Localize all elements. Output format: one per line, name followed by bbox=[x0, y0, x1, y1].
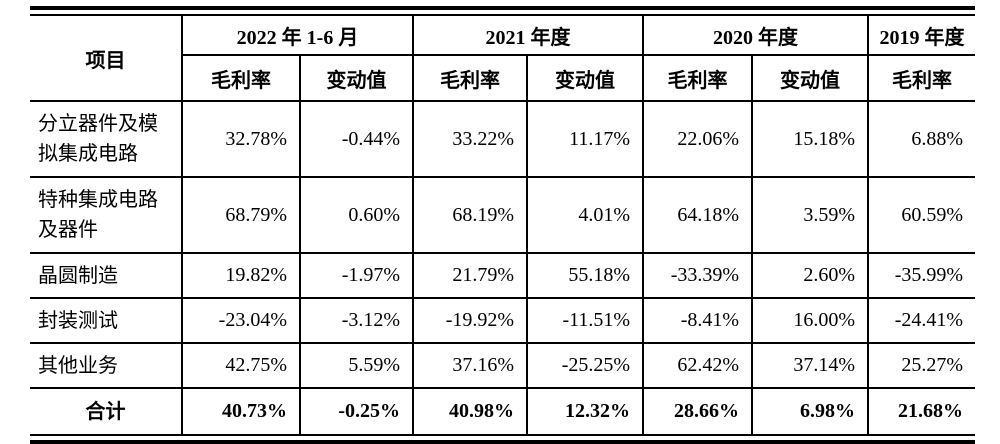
value-cell: -23.04% bbox=[181, 297, 301, 344]
col-header-2022-change: 变动值 bbox=[298, 54, 415, 102]
value-cell: -24.41% bbox=[867, 297, 976, 344]
col-group-2019: 2019 年度 bbox=[867, 16, 976, 56]
value-cell: 37.16% bbox=[412, 342, 529, 389]
value-cell: 19.82% bbox=[181, 252, 301, 299]
value-cell: 32.78% bbox=[181, 100, 301, 178]
row-label: 特种集成电路及器件 bbox=[30, 176, 183, 254]
col-header-2020-change: 变动值 bbox=[751, 54, 870, 102]
col-header-project: 项目 bbox=[30, 16, 183, 102]
table-row-discrete-devices: 分立器件及模拟集成电路 32.78% -0.44% 33.22% 11.17% … bbox=[30, 100, 976, 178]
value-cell: -0.25% bbox=[298, 387, 415, 434]
table-row-wafer-manufacturing: 晶圆制造 19.82% -1.97% 21.79% 55.18% -33.39%… bbox=[30, 252, 976, 299]
bottom-rule-thick-line bbox=[30, 440, 975, 444]
value-cell: -11.51% bbox=[526, 297, 645, 344]
value-cell: -1.97% bbox=[298, 252, 415, 299]
value-cell: 55.18% bbox=[526, 252, 645, 299]
value-cell: 33.22% bbox=[412, 100, 529, 178]
value-cell: 28.66% bbox=[642, 387, 754, 434]
value-cell: 22.06% bbox=[642, 100, 754, 178]
value-cell: 37.14% bbox=[751, 342, 870, 389]
value-cell: 12.32% bbox=[526, 387, 645, 434]
col-header-2020-margin: 毛利率 bbox=[642, 54, 754, 102]
value-cell: -3.12% bbox=[298, 297, 415, 344]
table-top-double-rule bbox=[30, 6, 975, 16]
col-header-2019-margin: 毛利率 bbox=[867, 54, 976, 102]
value-cell: 64.18% bbox=[642, 176, 754, 254]
row-label: 分立器件及模拟集成电路 bbox=[30, 100, 183, 178]
value-cell: -8.41% bbox=[642, 297, 754, 344]
gross-margin-table-container: 项目 2022 年 1-6 月 2021 年度 2020 年度 2019 年度 … bbox=[30, 6, 976, 444]
col-header-2021-margin: 毛利率 bbox=[412, 54, 529, 102]
value-cell: 5.59% bbox=[298, 342, 415, 389]
value-cell: 2.60% bbox=[751, 252, 870, 299]
value-cell: 6.88% bbox=[867, 100, 976, 178]
row-label-total: 合计 bbox=[30, 387, 183, 434]
value-cell: 25.27% bbox=[867, 342, 976, 389]
value-cell: 3.59% bbox=[751, 176, 870, 254]
value-cell: 62.42% bbox=[642, 342, 754, 389]
value-cell: 15.18% bbox=[751, 100, 870, 178]
value-cell: 42.75% bbox=[181, 342, 301, 389]
col-header-2022-margin: 毛利率 bbox=[181, 54, 301, 102]
value-cell: 0.60% bbox=[298, 176, 415, 254]
value-cell: 40.73% bbox=[181, 387, 301, 434]
table-bottom-double-rule bbox=[30, 434, 975, 444]
value-cell: -0.44% bbox=[298, 100, 415, 178]
value-cell: -33.39% bbox=[642, 252, 754, 299]
table-row-other-business: 其他业务 42.75% 5.59% 37.16% -25.25% 62.42% … bbox=[30, 342, 976, 389]
value-cell: 68.79% bbox=[181, 176, 301, 254]
top-rule-thin-line bbox=[30, 14, 975, 16]
value-cell: -19.92% bbox=[412, 297, 529, 344]
top-rule-thick-line bbox=[30, 6, 975, 10]
value-cell: 16.00% bbox=[751, 297, 870, 344]
table-row-total: 合计 40.73% -0.25% 40.98% 12.32% 28.66% 6.… bbox=[30, 387, 976, 434]
value-cell: 4.01% bbox=[526, 176, 645, 254]
col-group-2020: 2020 年度 bbox=[642, 16, 870, 56]
value-cell: -35.99% bbox=[867, 252, 976, 299]
col-group-2022-h1: 2022 年 1-6 月 bbox=[180, 16, 415, 56]
value-cell: 11.17% bbox=[526, 100, 645, 178]
col-group-2021: 2021 年度 bbox=[412, 16, 645, 56]
gross-margin-table: 项目 2022 年 1-6 月 2021 年度 2020 年度 2019 年度 … bbox=[30, 16, 976, 434]
row-label: 封装测试 bbox=[30, 297, 183, 344]
value-cell: 6.98% bbox=[751, 387, 870, 434]
row-label: 晶圆制造 bbox=[30, 252, 183, 299]
value-cell: 60.59% bbox=[867, 176, 976, 254]
table-row-packaging-testing: 封装测试 -23.04% -3.12% -19.92% -11.51% -8.4… bbox=[30, 297, 976, 344]
value-cell: 40.98% bbox=[412, 387, 529, 434]
row-label: 其他业务 bbox=[30, 342, 183, 389]
col-header-2021-change: 变动值 bbox=[526, 54, 645, 102]
value-cell: 21.79% bbox=[412, 252, 529, 299]
value-cell: 21.68% bbox=[867, 387, 976, 434]
table-row-special-ic: 特种集成电路及器件 68.79% 0.60% 68.19% 4.01% 64.1… bbox=[30, 176, 976, 254]
value-cell: -25.25% bbox=[526, 342, 645, 389]
value-cell: 68.19% bbox=[412, 176, 529, 254]
